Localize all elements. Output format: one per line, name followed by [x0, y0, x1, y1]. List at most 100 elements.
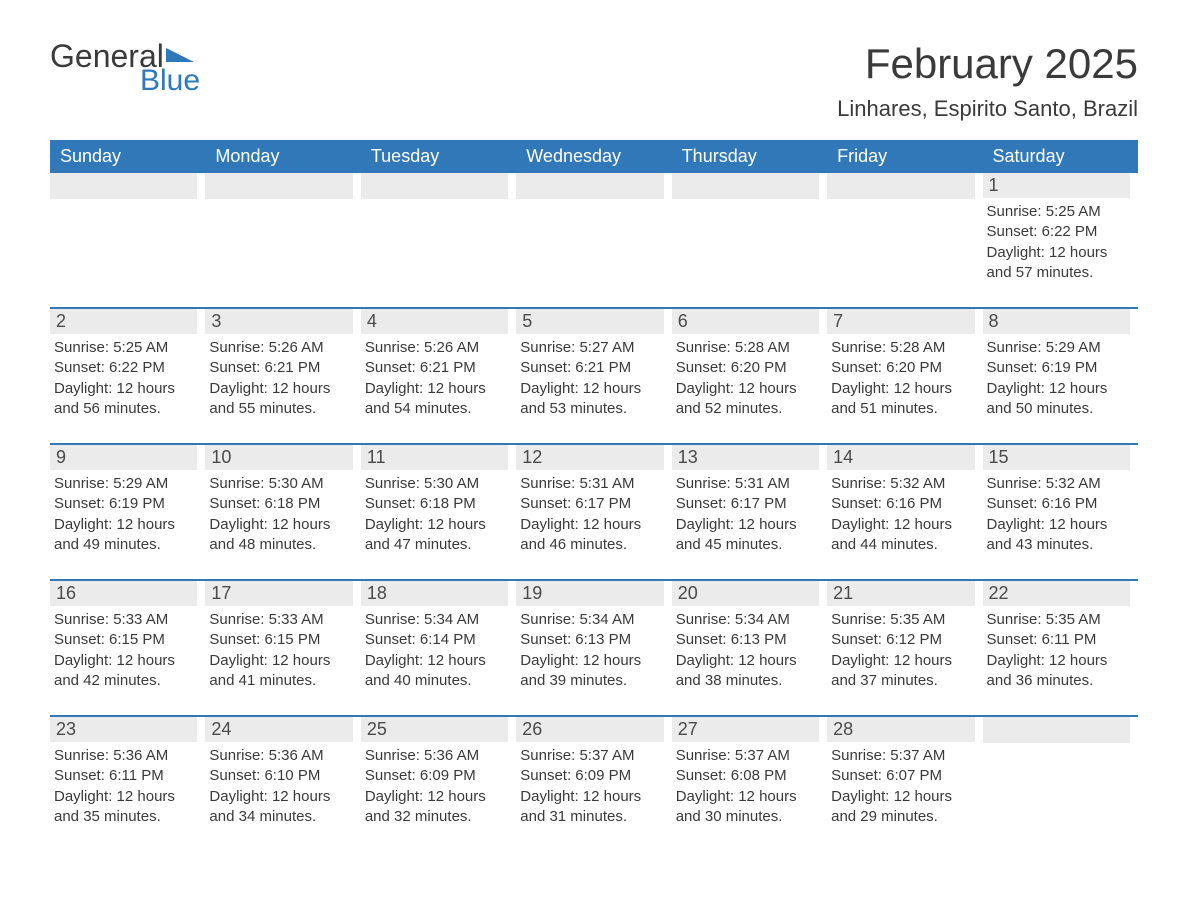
- sunset-text: Sunset: 6:21 PM: [209, 358, 350, 378]
- sunrise-text: Sunrise: 5:34 AM: [676, 610, 817, 630]
- day-cell: 25Sunrise: 5:36 AMSunset: 6:09 PMDayligh…: [361, 717, 516, 831]
- day-details: Sunrise: 5:25 AMSunset: 6:22 PMDaylight:…: [983, 198, 1130, 287]
- daylight-text: Daylight: 12 hours and 55 minutes.: [209, 379, 350, 420]
- day-cell: 16Sunrise: 5:33 AMSunset: 6:15 PMDayligh…: [50, 581, 205, 695]
- day-cell: 5Sunrise: 5:27 AMSunset: 6:21 PMDaylight…: [516, 309, 671, 423]
- day-number: 15: [983, 445, 1130, 470]
- logo-triangle-icon: [166, 42, 194, 66]
- day-cell: [827, 173, 982, 287]
- daylight-text: Daylight: 12 hours and 44 minutes.: [831, 515, 972, 556]
- day-cell: 23Sunrise: 5:36 AMSunset: 6:11 PMDayligh…: [50, 717, 205, 831]
- day-details: Sunrise: 5:34 AMSunset: 6:13 PMDaylight:…: [516, 606, 663, 695]
- sunrise-text: Sunrise: 5:33 AM: [54, 610, 195, 630]
- sunrise-text: Sunrise: 5:36 AM: [209, 746, 350, 766]
- daylight-text: Daylight: 12 hours and 54 minutes.: [365, 379, 506, 420]
- day-cell: 22Sunrise: 5:35 AMSunset: 6:11 PMDayligh…: [983, 581, 1138, 695]
- day-details: Sunrise: 5:27 AMSunset: 6:21 PMDaylight:…: [516, 334, 663, 423]
- daylight-text: Daylight: 12 hours and 35 minutes.: [54, 787, 195, 828]
- sunrise-text: Sunrise: 5:31 AM: [520, 474, 661, 494]
- daylight-text: Daylight: 12 hours and 51 minutes.: [831, 379, 972, 420]
- day-cell: [672, 173, 827, 287]
- day-header: Saturday: [983, 140, 1138, 173]
- day-number: [983, 717, 1130, 743]
- day-number: 19: [516, 581, 663, 606]
- day-number: 16: [50, 581, 197, 606]
- day-number: 1: [983, 173, 1130, 198]
- day-details: Sunrise: 5:35 AMSunset: 6:11 PMDaylight:…: [983, 606, 1130, 695]
- day-number: 24: [205, 717, 352, 742]
- day-number: [205, 173, 352, 199]
- sunrise-text: Sunrise: 5:37 AM: [520, 746, 661, 766]
- day-number: 23: [50, 717, 197, 742]
- sunset-text: Sunset: 6:11 PM: [54, 766, 195, 786]
- day-details: Sunrise: 5:33 AMSunset: 6:15 PMDaylight:…: [50, 606, 197, 695]
- sunset-text: Sunset: 6:20 PM: [831, 358, 972, 378]
- day-number: 6: [672, 309, 819, 334]
- daylight-text: Daylight: 12 hours and 46 minutes.: [520, 515, 661, 556]
- daylight-text: Daylight: 12 hours and 53 minutes.: [520, 379, 661, 420]
- day-cell: 12Sunrise: 5:31 AMSunset: 6:17 PMDayligh…: [516, 445, 671, 559]
- day-details: Sunrise: 5:34 AMSunset: 6:14 PMDaylight:…: [361, 606, 508, 695]
- daylight-text: Daylight: 12 hours and 56 minutes.: [54, 379, 195, 420]
- daylight-text: Daylight: 12 hours and 36 minutes.: [987, 651, 1128, 692]
- sunset-text: Sunset: 6:07 PM: [831, 766, 972, 786]
- sunset-text: Sunset: 6:19 PM: [54, 494, 195, 514]
- day-number: 20: [672, 581, 819, 606]
- month-title: February 2025: [837, 40, 1138, 88]
- day-details: Sunrise: 5:25 AMSunset: 6:22 PMDaylight:…: [50, 334, 197, 423]
- day-details: Sunrise: 5:36 AMSunset: 6:11 PMDaylight:…: [50, 742, 197, 831]
- sunrise-text: Sunrise: 5:29 AM: [987, 338, 1128, 358]
- week-row: 2Sunrise: 5:25 AMSunset: 6:22 PMDaylight…: [50, 307, 1138, 423]
- sunset-text: Sunset: 6:13 PM: [676, 630, 817, 650]
- day-cell: 20Sunrise: 5:34 AMSunset: 6:13 PMDayligh…: [672, 581, 827, 695]
- day-cell: 10Sunrise: 5:30 AMSunset: 6:18 PMDayligh…: [205, 445, 360, 559]
- sunrise-text: Sunrise: 5:32 AM: [831, 474, 972, 494]
- day-details: Sunrise: 5:28 AMSunset: 6:20 PMDaylight:…: [672, 334, 819, 423]
- day-cell: 27Sunrise: 5:37 AMSunset: 6:08 PMDayligh…: [672, 717, 827, 831]
- daylight-text: Daylight: 12 hours and 32 minutes.: [365, 787, 506, 828]
- day-header: Tuesday: [361, 140, 516, 173]
- day-header: Sunday: [50, 140, 205, 173]
- day-cell: 2Sunrise: 5:25 AMSunset: 6:22 PMDaylight…: [50, 309, 205, 423]
- day-number: 25: [361, 717, 508, 742]
- day-details: Sunrise: 5:29 AMSunset: 6:19 PMDaylight:…: [983, 334, 1130, 423]
- day-cell: 6Sunrise: 5:28 AMSunset: 6:20 PMDaylight…: [672, 309, 827, 423]
- daylight-text: Daylight: 12 hours and 31 minutes.: [520, 787, 661, 828]
- sunrise-text: Sunrise: 5:27 AM: [520, 338, 661, 358]
- day-details: Sunrise: 5:32 AMSunset: 6:16 PMDaylight:…: [983, 470, 1130, 559]
- week-row: 23Sunrise: 5:36 AMSunset: 6:11 PMDayligh…: [50, 715, 1138, 831]
- day-header: Monday: [205, 140, 360, 173]
- day-number: [516, 173, 663, 199]
- sunset-text: Sunset: 6:17 PM: [676, 494, 817, 514]
- day-details: Sunrise: 5:30 AMSunset: 6:18 PMDaylight:…: [361, 470, 508, 559]
- day-number: 18: [361, 581, 508, 606]
- sunrise-text: Sunrise: 5:28 AM: [831, 338, 972, 358]
- sunset-text: Sunset: 6:13 PM: [520, 630, 661, 650]
- sunrise-text: Sunrise: 5:29 AM: [54, 474, 195, 494]
- daylight-text: Daylight: 12 hours and 39 minutes.: [520, 651, 661, 692]
- sunset-text: Sunset: 6:16 PM: [987, 494, 1128, 514]
- day-details: Sunrise: 5:33 AMSunset: 6:15 PMDaylight:…: [205, 606, 352, 695]
- day-cell: 4Sunrise: 5:26 AMSunset: 6:21 PMDaylight…: [361, 309, 516, 423]
- day-number: [827, 173, 974, 199]
- sunrise-text: Sunrise: 5:30 AM: [365, 474, 506, 494]
- day-cell: 8Sunrise: 5:29 AMSunset: 6:19 PMDaylight…: [983, 309, 1138, 423]
- daylight-text: Daylight: 12 hours and 34 minutes.: [209, 787, 350, 828]
- sunrise-text: Sunrise: 5:28 AM: [676, 338, 817, 358]
- day-number: [50, 173, 197, 199]
- sunset-text: Sunset: 6:09 PM: [520, 766, 661, 786]
- sunset-text: Sunset: 6:21 PM: [365, 358, 506, 378]
- day-number: 22: [983, 581, 1130, 606]
- day-number: 4: [361, 309, 508, 334]
- sunset-text: Sunset: 6:12 PM: [831, 630, 972, 650]
- day-details: Sunrise: 5:26 AMSunset: 6:21 PMDaylight:…: [361, 334, 508, 423]
- logo-text-blue: Blue: [140, 66, 200, 96]
- daylight-text: Daylight: 12 hours and 38 minutes.: [676, 651, 817, 692]
- day-details: Sunrise: 5:34 AMSunset: 6:13 PMDaylight:…: [672, 606, 819, 695]
- sunrise-text: Sunrise: 5:34 AM: [365, 610, 506, 630]
- daylight-text: Daylight: 12 hours and 40 minutes.: [365, 651, 506, 692]
- day-details: Sunrise: 5:29 AMSunset: 6:19 PMDaylight:…: [50, 470, 197, 559]
- day-cell: [983, 717, 1138, 831]
- sunrise-text: Sunrise: 5:26 AM: [365, 338, 506, 358]
- day-number: 13: [672, 445, 819, 470]
